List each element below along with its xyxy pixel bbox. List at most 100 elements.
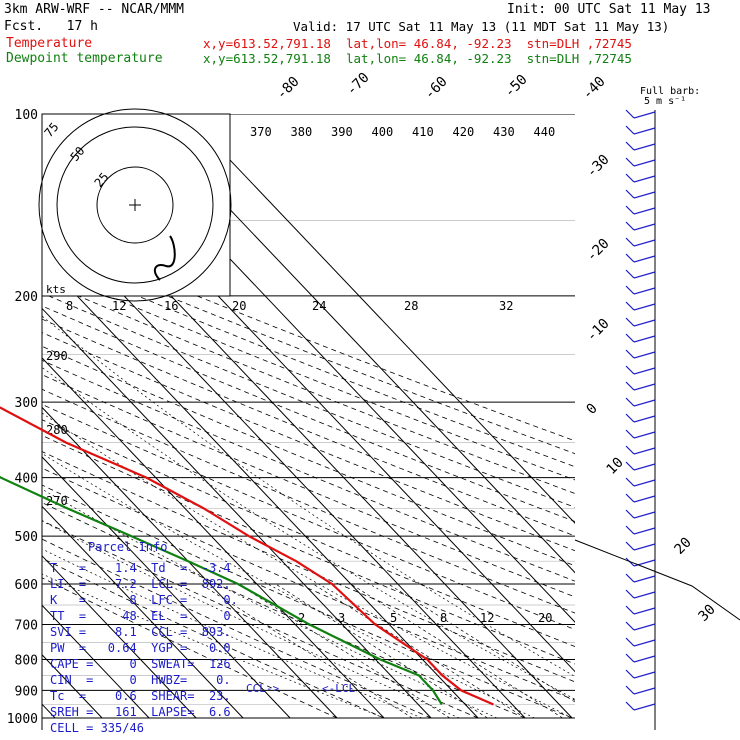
dry-adiabat-line <box>42 243 575 455</box>
wind-barb <box>633 703 656 711</box>
wind-barb <box>625 109 635 119</box>
parcel-row: PW = 0.64 YGP = 0.0 <box>50 641 231 655</box>
wind-barb <box>625 349 635 359</box>
left-theta-label: 270 <box>46 494 68 508</box>
wind-barb <box>633 415 656 423</box>
temperature-location-info: x,y=613.52,791.18 lat,lon= 46.84, -92.23… <box>203 36 632 51</box>
wind-barb <box>625 541 635 551</box>
wind-barb <box>625 333 635 343</box>
wind-barb <box>633 671 656 679</box>
wind-barb <box>633 367 656 375</box>
wind-barb <box>625 317 635 327</box>
wind-barb <box>633 687 656 695</box>
isotherm-label: -40 <box>580 74 609 103</box>
wind-barb <box>625 397 635 407</box>
sounding-series-layer: <-LCL CCL-> <box>0 406 494 706</box>
wind-barb <box>633 287 656 295</box>
isotherm-line <box>42 456 291 719</box>
hodograph-ring <box>96 166 174 244</box>
isotherm-line <box>138 114 575 574</box>
pressure-tick-label: 1000 <box>7 712 38 727</box>
wind-barb <box>625 605 635 615</box>
moist-adiabat-line <box>42 366 575 700</box>
parcel-row: CAPE = 0 SWEAT= 126 <box>50 657 231 671</box>
hodograph-trace <box>153 235 176 281</box>
wind-barb <box>633 335 656 343</box>
wind-barb <box>625 653 635 663</box>
wind-barb <box>625 365 635 375</box>
dewpoint-location-info: x,y=613.52,791.18 lat,lon= 46.84, -92.23… <box>203 51 632 66</box>
wind-barb <box>625 253 635 263</box>
parcel-row: CELL = 335/46 <box>50 721 144 735</box>
hodograph-ring <box>38 108 232 302</box>
hodograph-tick-label: 20 <box>232 299 246 313</box>
wind-barb <box>633 175 656 183</box>
pressure-tick-label: 100 <box>15 108 38 123</box>
wind-barb <box>625 685 635 695</box>
dry-adiabat-line <box>42 279 575 494</box>
wind-barb <box>625 509 635 519</box>
wind-barb <box>633 623 656 631</box>
wind-barb <box>633 351 656 359</box>
wind-barb <box>633 383 656 391</box>
wind-barb <box>625 413 635 423</box>
dry-adiabat-line <box>42 502 526 719</box>
mixing-ratio-label: 5 <box>390 611 397 625</box>
pressure-tick-label: 500 <box>15 530 38 545</box>
isotherm-label: 30 <box>696 602 719 625</box>
theta-label: 380 <box>291 125 313 139</box>
dewpoint-line <box>0 475 443 706</box>
wind-barb <box>625 461 635 471</box>
isotherm-line <box>42 555 197 719</box>
wind-barb <box>633 191 656 199</box>
moist-adiabat-line <box>42 412 573 719</box>
pressure-tick-label: 200 <box>15 290 38 305</box>
wind-barb <box>625 237 635 247</box>
wind-barb <box>633 511 656 519</box>
wind-barb <box>633 447 656 455</box>
wind-barb <box>633 431 656 439</box>
wind-barb <box>625 205 635 215</box>
wind-barb <box>633 303 656 311</box>
wind-barb <box>625 573 635 583</box>
dry-adiabat-line <box>42 434 575 665</box>
isotherm-line <box>42 505 244 719</box>
mixing-ratio-line <box>275 583 488 719</box>
mixing-ratio-label: 8 <box>440 611 447 625</box>
pressure-tick-label: 600 <box>15 578 38 593</box>
pressure-tick-label: 400 <box>15 472 38 487</box>
wind-barb <box>625 157 635 167</box>
theta-label: 410 <box>412 125 434 139</box>
wind-barb <box>625 621 635 631</box>
mixing-ratio-line <box>388 583 575 703</box>
wind-barb <box>633 591 656 599</box>
wind-barb <box>625 493 635 503</box>
wind-barb <box>625 221 635 231</box>
wind-barb <box>625 669 635 679</box>
left-theta-label: 290 <box>46 349 68 363</box>
clipped-grid <box>42 114 575 719</box>
mixing-ratio-label: 3 <box>338 611 345 625</box>
isotherm-label: 10 <box>604 455 627 478</box>
parcel-row: SVI = 8.1 CCL = 893. <box>50 625 231 639</box>
parcel-row: T = 1.4 Td = -3.4 <box>50 561 231 575</box>
dry-adiabat-line <box>42 577 338 719</box>
theta-label: 430 <box>493 125 515 139</box>
model-title: 3km ARW-WRF -- NCAR/MMM <box>4 2 185 17</box>
parcel-row: TT = 48 EL = 0 <box>50 609 231 623</box>
mixing-ratio-label: 2 <box>298 611 305 625</box>
parcel-row: K = 8 LFC = 0. <box>50 593 238 607</box>
isotherm-line <box>42 357 385 719</box>
wind-barb <box>633 495 656 503</box>
wind-barb <box>625 429 635 439</box>
wind-barb <box>633 239 656 247</box>
wind-barb <box>625 301 635 311</box>
wind-barb <box>625 285 635 295</box>
hodograph-tick-label: 8 <box>66 299 73 313</box>
wind-barb <box>633 207 656 215</box>
dry-adiabat-line <box>42 305 575 522</box>
wind-barb <box>625 637 635 647</box>
dry-adiabat-line <box>42 374 575 598</box>
parcel-info-panel: Parcel Info T = 1.4 Td = -3.4 LI = 7.2 L… <box>42 538 238 738</box>
